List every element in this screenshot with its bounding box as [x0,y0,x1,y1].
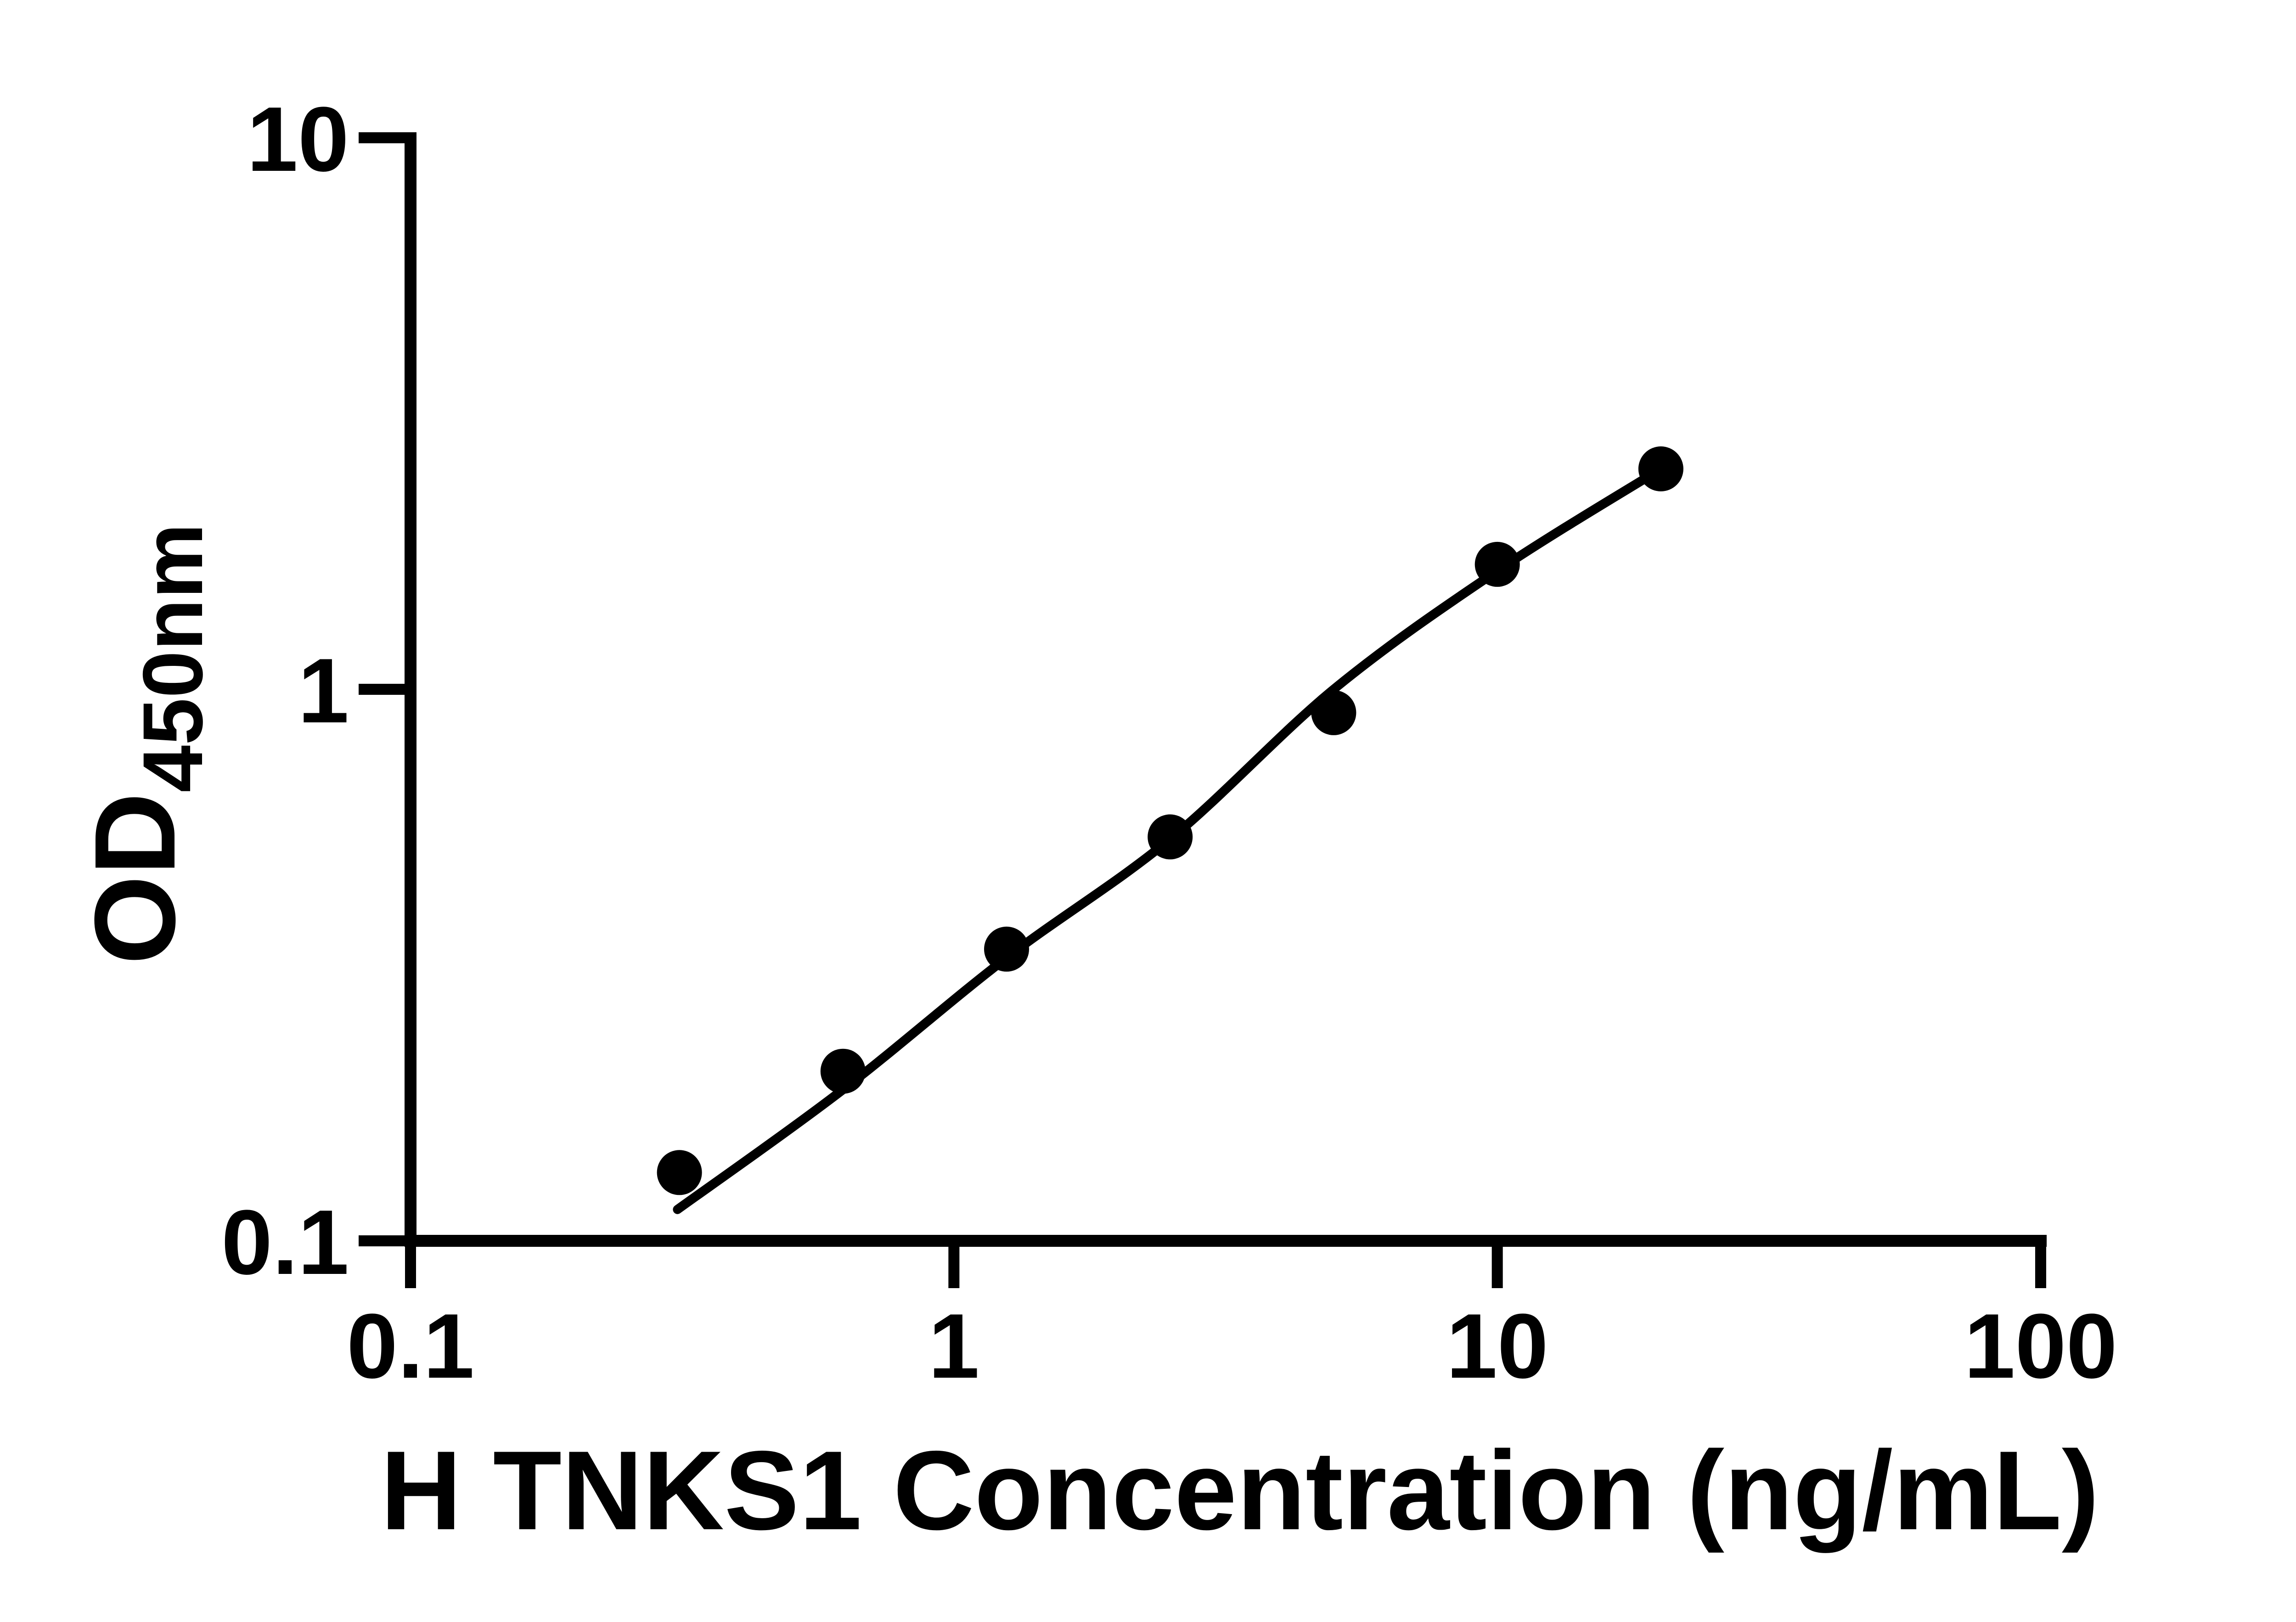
y-axis-line [405,132,416,1247]
x-tick-10 [1491,1235,1503,1288]
axes [405,132,2047,1247]
x-tick-label-0.1: 0.1 [347,1295,474,1397]
y-tick-label-0.1: 0.1 [221,1191,349,1294]
x-tick-100 [2035,1235,2046,1288]
data-point-1.25 [984,926,1029,972]
y-axis-title-subscript: 450nm [126,523,220,792]
data-point-10 [1474,541,1520,587]
x-axis-line [405,1235,2047,1247]
data-points [657,446,1683,1195]
axis-tick-labels: 10 1 0.10.1 1 10 100 [221,88,2117,1397]
data-point-2.5 [1148,814,1193,860]
data-point-5 [1311,690,1356,735]
x-tick-label-1: 1 [929,1295,979,1397]
y-axis-title-main: OD [71,793,199,965]
axis-ticks [359,132,2046,1288]
y-tick-label-10: 10 [247,88,349,191]
x-axis-title: H TNKS1 Concentration (ng/mL) [381,1427,2099,1553]
data-point-20 [1638,446,1683,491]
y-tick-1 [359,684,405,695]
y-axis-title: OD450nm [71,523,220,964]
x-tick-1 [948,1235,960,1288]
x-tick-label-100: 100 [1964,1295,2117,1397]
y-tick-10 [359,132,405,143]
x-tick-0.1 [405,1235,416,1288]
x-tick-label-10: 10 [1446,1295,1548,1397]
y-tick-0.1 [359,1235,405,1246]
data-point-0.625 [820,1048,866,1094]
y-tick-label-1: 1 [298,640,349,742]
data-point-0.3125 [657,1150,702,1195]
